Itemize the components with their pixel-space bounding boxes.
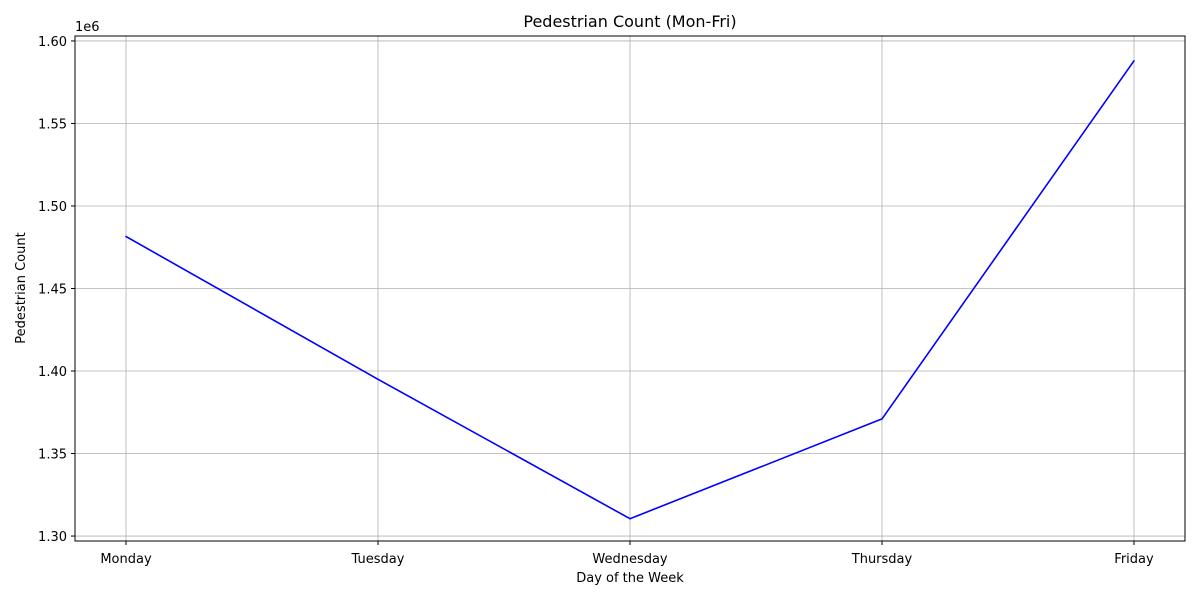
- grid-lines: [75, 36, 1185, 541]
- y-tick-label: 1.60: [38, 35, 67, 50]
- y-axis-title: Pedestrian Count: [14, 232, 29, 343]
- data-point: [377, 378, 379, 381]
- x-tick-label: Monday: [100, 552, 152, 567]
- data-point: [881, 418, 883, 420]
- x-axis-title: Day of the Week: [576, 571, 684, 586]
- y-tick-label: 1.30: [38, 530, 67, 545]
- chart-title: Pedestrian Count (Mon-Fri): [523, 12, 736, 31]
- x-tick-label: Wednesday: [592, 552, 668, 567]
- x-tick-label: Friday: [1114, 552, 1154, 567]
- data-point: [1133, 59, 1135, 62]
- y-tick-label: 1.45: [38, 283, 67, 298]
- x-tick-label: Thursday: [851, 552, 913, 567]
- series-layer: [125, 59, 1135, 520]
- y-tick-label: 1.35: [38, 448, 67, 463]
- x-tick-label: Tuesday: [351, 552, 405, 567]
- y-offset-label: 1e6: [75, 20, 100, 35]
- x-axis-ticks: Monday Tuesday Wednesday Thursday Friday: [100, 541, 1154, 567]
- y-axis-ticks: 1.30 1.35 1.40 1.45 1.50 1.55 1.60: [38, 35, 75, 545]
- data-point: [629, 517, 631, 520]
- y-tick-label: 1.40: [38, 365, 67, 380]
- y-tick-label: 1.55: [38, 117, 67, 132]
- plot-frame: [74, 35, 1186, 542]
- data-point: [125, 235, 127, 238]
- y-tick-label: 1.50: [38, 200, 67, 215]
